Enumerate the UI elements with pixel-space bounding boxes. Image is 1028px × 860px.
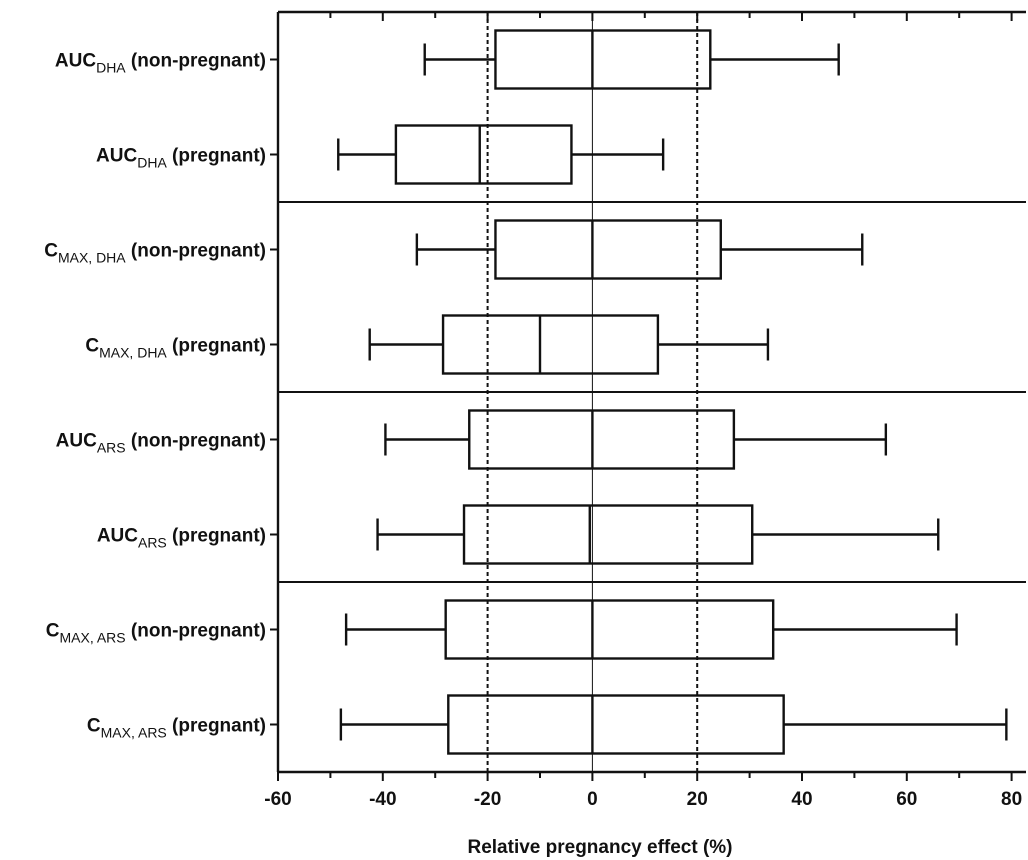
x-tick-label: 40: [791, 789, 812, 810]
category-label: AUCDHA (non-pregnant): [55, 51, 266, 76]
category-label: CMAX, DHA (non-pregnant): [44, 241, 266, 266]
category-label: AUCARS (pregnant): [97, 526, 266, 551]
box-iqr: [468, 409, 736, 470]
box-iqr: [494, 29, 712, 90]
x-tick-label: 0: [587, 789, 598, 810]
box-iqr: [462, 504, 754, 565]
x-tick-label: -60: [264, 789, 291, 810]
box-iqr: [447, 694, 785, 755]
x-tick-label: -40: [369, 789, 396, 810]
box-iqr: [441, 314, 660, 375]
x-tick-label: 20: [687, 789, 708, 810]
category-label: CMAX, ARS (pregnant): [87, 716, 266, 741]
x-tick-label: 60: [896, 789, 917, 810]
category-label: CMAX, ARS (non-pregnant): [46, 621, 266, 646]
x-tick-label: -20: [474, 789, 501, 810]
box-iqr: [444, 599, 775, 660]
x-axis-title: Relative pregnancy effect (%): [467, 837, 732, 858]
category-label: CMAX, DHA (pregnant): [85, 336, 266, 361]
x-tick-label: 80: [1001, 789, 1022, 810]
box-iqr: [494, 219, 722, 280]
box-iqr: [394, 124, 573, 185]
category-label: AUCDHA (pregnant): [96, 146, 266, 171]
category-label: AUCARS (non-pregnant): [56, 431, 266, 456]
